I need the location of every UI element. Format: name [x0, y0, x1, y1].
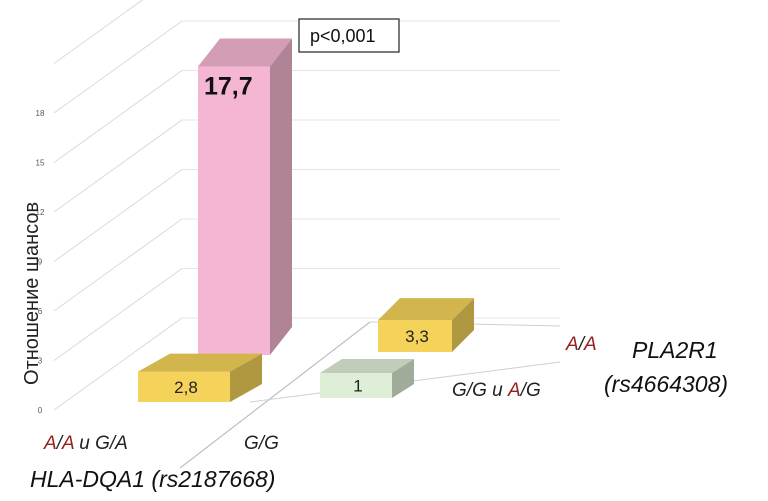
x-category-label: G/G [244, 433, 279, 454]
bar-front-face [320, 373, 392, 398]
y-tick-label: 12 [36, 208, 45, 217]
y-tick-label: 0 [38, 406, 43, 415]
p-value-box [298, 18, 400, 53]
gridline [53, 70, 183, 163]
bar-front-face [198, 66, 270, 356]
gridline [53, 268, 183, 361]
z-category-label: A/A [565, 334, 597, 355]
bar-top-face [138, 353, 262, 372]
x-category-label: A/A и G/A [43, 433, 128, 454]
y-tick-label: 18 [36, 109, 45, 118]
bar-top-face [198, 38, 292, 67]
p-value-annotation: p<0,001 [310, 26, 376, 46]
bar-value-label: 2,8 [174, 378, 198, 397]
y-tick-label: 9 [38, 258, 43, 267]
bar-value-label: 3,3 [405, 327, 429, 346]
bar: 17,7 [198, 38, 292, 356]
bar-side-face [270, 38, 292, 356]
z-axis-name-line1: PLA2R1 [632, 337, 718, 363]
bar-side-face [392, 359, 414, 398]
bar-side-face [452, 298, 474, 352]
bar-top-face [320, 359, 414, 373]
z-axis-name-line2: (rs4664308) [604, 371, 728, 397]
y-tick-label: 15 [36, 159, 45, 168]
gridline [53, 20, 183, 114]
gridline [53, 0, 144, 64]
bar-front-face [378, 320, 452, 352]
bars: 17,7 3,3 2,8 1 [138, 38, 474, 402]
bar: 1 [320, 359, 414, 398]
floor-line [179, 321, 371, 469]
gridline [53, 119, 183, 213]
z-category-label: G/G и A/G [452, 380, 541, 401]
bar-front-face [138, 371, 230, 402]
y-axis-label: Отношение шансов [21, 202, 43, 385]
bar-value-label: 17,7 [204, 72, 253, 100]
bar-top-face [378, 298, 474, 321]
y-axis-ticks: 0 3 6 9 12 15 18 [36, 109, 45, 415]
gridline [53, 317, 183, 411]
x-axis-name: HLA-DQA1 (rs2187668) [30, 466, 275, 492]
bar-value-label: 1 [353, 377, 362, 396]
bar: 3,3 [378, 298, 474, 352]
gridline [53, 218, 183, 312]
bar: 2,8 [138, 353, 262, 402]
gridline [53, 169, 183, 262]
y-tick-label: 6 [38, 307, 43, 316]
gridlines [53, 0, 560, 411]
y-tick-label: 3 [38, 357, 43, 366]
bar-side-face [230, 353, 262, 402]
